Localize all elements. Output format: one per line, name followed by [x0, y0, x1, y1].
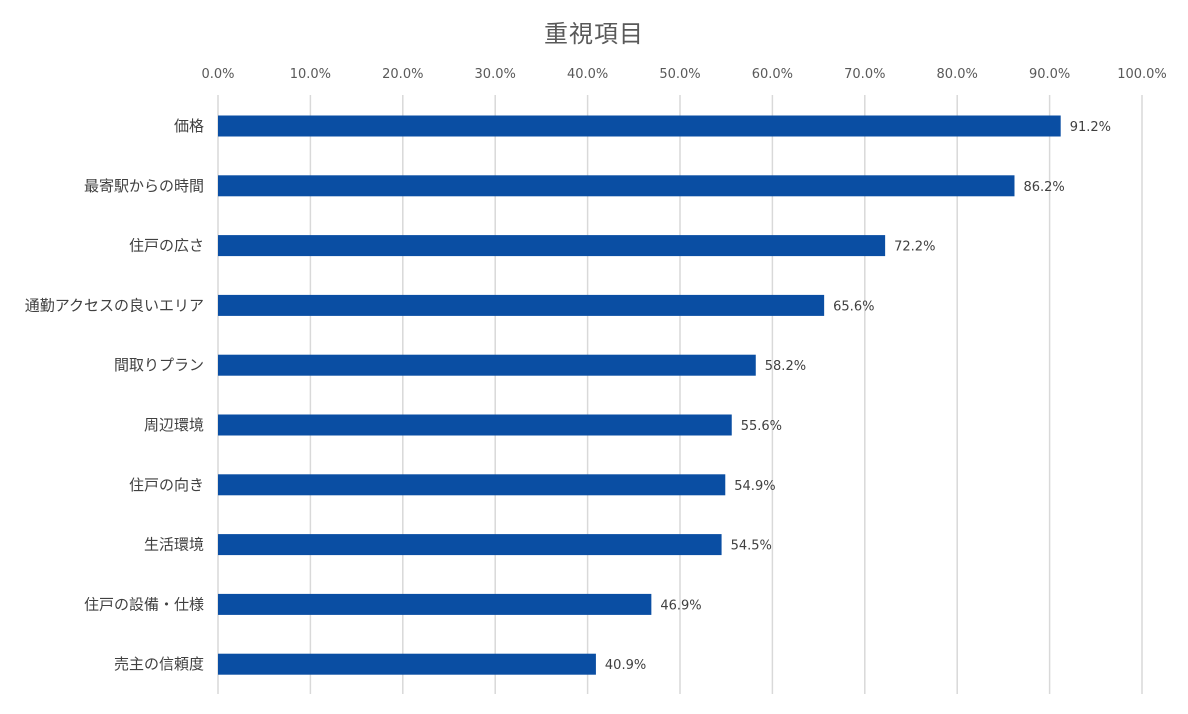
- data-label: 54.9%: [734, 479, 775, 494]
- x-tick-label: 70.0%: [844, 67, 885, 82]
- category-label: 最寄駅からの時間: [84, 177, 204, 195]
- bar: [218, 115, 1061, 137]
- data-label: 65.6%: [833, 299, 874, 314]
- x-tick-label: 100.0%: [1117, 67, 1167, 82]
- bar: [218, 534, 722, 556]
- bar: [218, 235, 886, 257]
- x-tick-label: 60.0%: [752, 67, 793, 82]
- x-tick-label: 10.0%: [290, 67, 331, 82]
- data-label: 86.2%: [1023, 180, 1064, 195]
- bar: [218, 294, 825, 316]
- category-label: 価格: [174, 117, 204, 135]
- x-tick-label: 20.0%: [382, 67, 423, 82]
- x-tick-label: 30.0%: [475, 67, 516, 82]
- data-label: 58.2%: [765, 359, 806, 374]
- x-tick-label: 80.0%: [937, 67, 978, 82]
- bar: [218, 593, 652, 615]
- category-label: 通勤アクセスの良いエリア: [25, 296, 204, 314]
- category-label: 住戸の向き: [129, 476, 204, 494]
- data-label: 72.2%: [894, 240, 935, 255]
- bar: [218, 175, 1015, 197]
- category-label: 間取りプラン: [114, 356, 204, 374]
- category-label: 住戸の設備・仕様: [84, 595, 204, 613]
- x-tick-label: 50.0%: [659, 67, 700, 82]
- x-tick-label: 0.0%: [201, 67, 234, 82]
- x-tick-label: 40.0%: [567, 67, 608, 82]
- chart-title: 重視項目: [544, 20, 644, 48]
- bar: [218, 653, 596, 675]
- data-label: 55.6%: [741, 419, 782, 434]
- data-label: 46.9%: [660, 598, 701, 613]
- category-label: 住戸の広さ: [129, 237, 204, 255]
- data-label: 91.2%: [1070, 120, 1111, 135]
- data-label: 40.9%: [605, 658, 646, 673]
- category-label: 生活環境: [144, 536, 204, 554]
- bar: [218, 414, 732, 436]
- x-tick-label: 90.0%: [1029, 67, 1070, 82]
- category-label: 売主の信頼度: [114, 655, 204, 673]
- bar: [218, 354, 756, 376]
- bar: [218, 474, 726, 496]
- category-label: 周辺環境: [144, 416, 204, 434]
- data-label: 54.5%: [731, 539, 772, 554]
